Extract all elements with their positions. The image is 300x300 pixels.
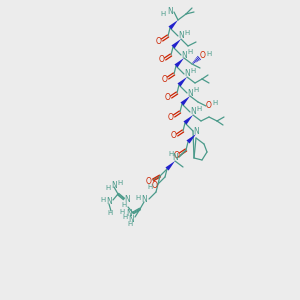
Text: N: N: [187, 88, 193, 98]
Text: H: H: [212, 100, 217, 106]
Text: N: N: [126, 209, 132, 218]
Polygon shape: [174, 58, 184, 68]
Text: H: H: [168, 151, 174, 157]
Text: N: N: [111, 181, 117, 190]
Text: N: N: [167, 7, 173, 16]
Text: H: H: [128, 221, 133, 227]
Text: N: N: [128, 214, 134, 224]
Text: N: N: [184, 70, 190, 79]
Text: H: H: [196, 106, 202, 112]
Text: N: N: [181, 50, 187, 59]
Polygon shape: [186, 134, 196, 144]
Text: O: O: [162, 74, 168, 83]
Text: O: O: [146, 176, 152, 185]
Text: H: H: [188, 49, 193, 55]
Text: H: H: [184, 30, 190, 36]
Text: H: H: [105, 185, 111, 191]
Polygon shape: [171, 39, 181, 49]
Polygon shape: [183, 115, 193, 124]
Text: O: O: [206, 100, 212, 109]
Text: N: N: [106, 197, 112, 206]
Polygon shape: [168, 20, 178, 30]
Text: H: H: [135, 195, 141, 201]
Polygon shape: [177, 77, 187, 87]
Text: N: N: [124, 196, 130, 205]
Text: H: H: [160, 11, 166, 17]
Text: O: O: [168, 112, 174, 122]
Polygon shape: [165, 161, 175, 171]
Text: O: O: [159, 56, 165, 64]
Text: H: H: [107, 210, 112, 216]
Text: H: H: [119, 209, 124, 215]
Text: H: H: [122, 202, 127, 208]
Text: H: H: [190, 68, 196, 74]
Text: O: O: [174, 151, 180, 160]
Text: O: O: [165, 94, 171, 103]
Text: O: O: [171, 131, 177, 140]
Text: H: H: [122, 214, 128, 220]
Text: H: H: [194, 87, 199, 93]
Text: H: H: [117, 180, 123, 186]
Text: N: N: [190, 107, 196, 116]
Text: O: O: [156, 37, 162, 46]
Text: O: O: [200, 52, 206, 61]
Text: N: N: [193, 127, 199, 136]
Text: H: H: [147, 184, 153, 190]
Text: O: O: [152, 182, 158, 190]
Text: H: H: [100, 197, 106, 203]
Text: H: H: [206, 51, 211, 57]
Text: N: N: [178, 32, 184, 40]
Text: N: N: [172, 154, 178, 163]
Polygon shape: [180, 96, 190, 106]
Text: N: N: [141, 196, 147, 205]
